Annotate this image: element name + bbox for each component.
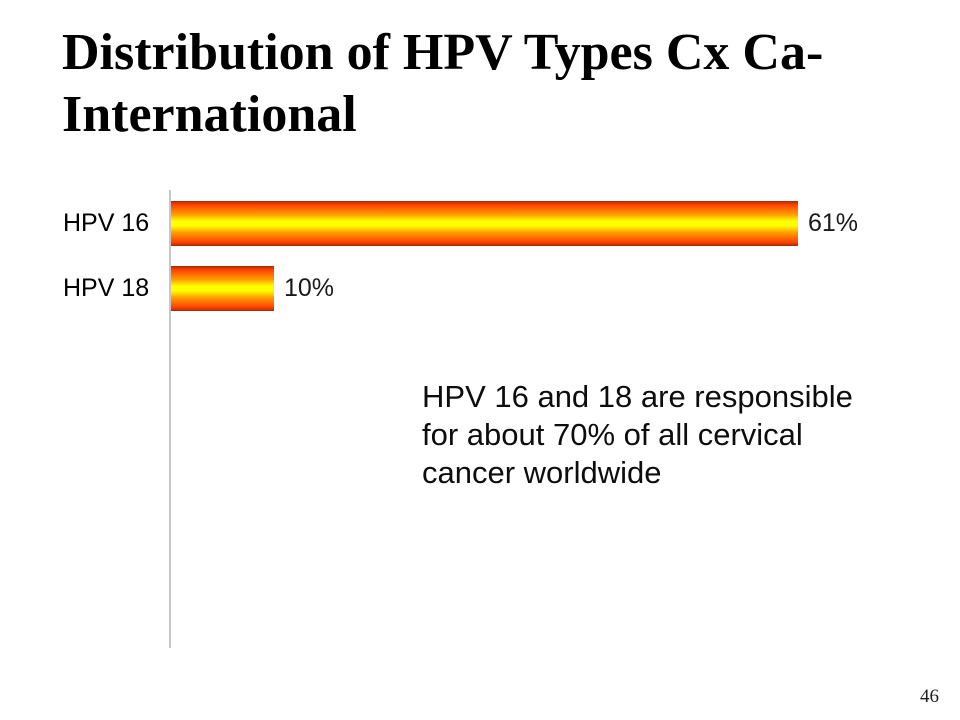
page-number: 46 bbox=[920, 686, 939, 707]
bar-row: HPV 16 61% bbox=[0, 201, 960, 246]
category-label: HPV 18 bbox=[63, 274, 150, 302]
bar-row: HPV 18 10% bbox=[0, 266, 960, 311]
value-label: 61% bbox=[808, 209, 859, 237]
annotation-line-1: HPV 16 and 18 are responsible bbox=[422, 379, 853, 414]
chart-axis-line bbox=[169, 190, 171, 648]
bar bbox=[171, 201, 798, 246]
slide-title: Distribution of HPV Types Cx Ca- Interna… bbox=[62, 22, 823, 146]
slide-title-line-2: International bbox=[62, 86, 357, 143]
bar bbox=[171, 266, 274, 311]
category-label: HPV 16 bbox=[63, 209, 150, 237]
annotation-line-2: for about 70% of all cervical bbox=[422, 417, 803, 452]
value-label: 10% bbox=[284, 274, 335, 302]
bar-chart: HPV 16 61% HPV 18 10% bbox=[0, 190, 960, 648]
slide-title-line-1: Distribution of HPV Types Cx Ca- bbox=[62, 24, 824, 81]
annotation-text: HPV 16 and 18 are responsible for about … bbox=[422, 378, 853, 492]
annotation-line-3: cancer worldwide bbox=[422, 455, 662, 490]
